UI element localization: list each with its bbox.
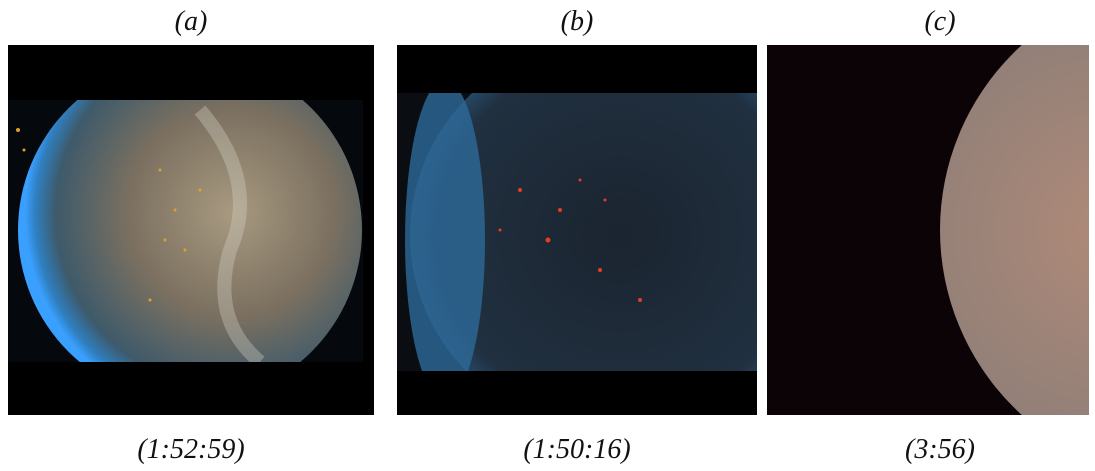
panel-b-image [397, 35, 830, 435]
panel-label: (b) [561, 6, 594, 37]
panel-a-image [8, 45, 374, 415]
panel-caption: (1:52:59) [137, 434, 244, 465]
panel-caption: (3:56) [905, 434, 975, 465]
panel-c-image [767, 0, 1095, 471]
figure: (a) (b) (c) (1:52:59) (1:50:16) (3:56) [0, 0, 1095, 471]
panel-caption: (1:50:16) [523, 434, 630, 465]
panel-label: (c) [924, 6, 955, 37]
panel-label: (a) [175, 6, 208, 37]
